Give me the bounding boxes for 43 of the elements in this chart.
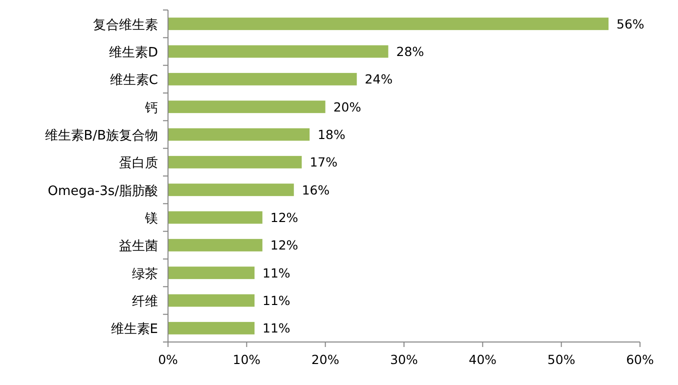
bar bbox=[168, 238, 262, 252]
data-label: 20% bbox=[333, 99, 362, 114]
y-tick-label: 维生素B/B族复合物 bbox=[44, 128, 158, 144]
x-tick-label: 60% bbox=[626, 352, 654, 367]
data-label: 11% bbox=[262, 293, 290, 308]
bar bbox=[168, 128, 310, 141]
bar bbox=[168, 294, 255, 307]
bar bbox=[168, 266, 255, 280]
y-tick-label: 镁 bbox=[144, 212, 158, 226]
data-label: 28% bbox=[396, 44, 424, 59]
x-tick-label: 30% bbox=[390, 352, 418, 367]
data-label: 18% bbox=[318, 127, 346, 142]
y-tick-label: 维生素E bbox=[110, 322, 158, 338]
bar bbox=[168, 211, 262, 224]
data-label: 17% bbox=[310, 154, 338, 170]
y-tick-label: 益生菌 bbox=[119, 239, 158, 254]
x-tick-label: 50% bbox=[547, 352, 576, 367]
y-tick-label: 钙 bbox=[144, 100, 158, 116]
bar bbox=[168, 184, 294, 196]
y-tick-label: 纤维 bbox=[132, 294, 158, 310]
data-label: 11% bbox=[262, 320, 290, 336]
x-tick-label: 10% bbox=[232, 352, 261, 367]
data-label: 16% bbox=[302, 182, 330, 198]
bar bbox=[168, 72, 357, 86]
bar bbox=[168, 156, 302, 168]
y-tick-label: 绿茶 bbox=[132, 266, 158, 282]
data-label: 12% bbox=[270, 210, 298, 225]
y-tick-label: 维生素C bbox=[110, 73, 158, 88]
y-tick-label: 复合维生素 bbox=[93, 18, 158, 33]
bar bbox=[168, 45, 388, 58]
bar bbox=[168, 322, 255, 334]
x-tick-label: 40% bbox=[468, 352, 497, 367]
x-tick-label: 20% bbox=[311, 352, 340, 367]
y-tick-label: 维生素D bbox=[108, 46, 158, 60]
data-label: 11% bbox=[262, 265, 290, 280]
bar bbox=[168, 18, 609, 30]
y-tick-label: 蛋白质 bbox=[119, 156, 158, 172]
y-tick-label: Omega-3s/脂肪酸 bbox=[48, 184, 158, 199]
data-label: 24% bbox=[364, 72, 393, 87]
bar bbox=[168, 100, 326, 114]
data-label: 56% bbox=[616, 16, 644, 32]
data-label: 12% bbox=[270, 238, 298, 253]
x-tick-label: 0% bbox=[158, 352, 178, 367]
